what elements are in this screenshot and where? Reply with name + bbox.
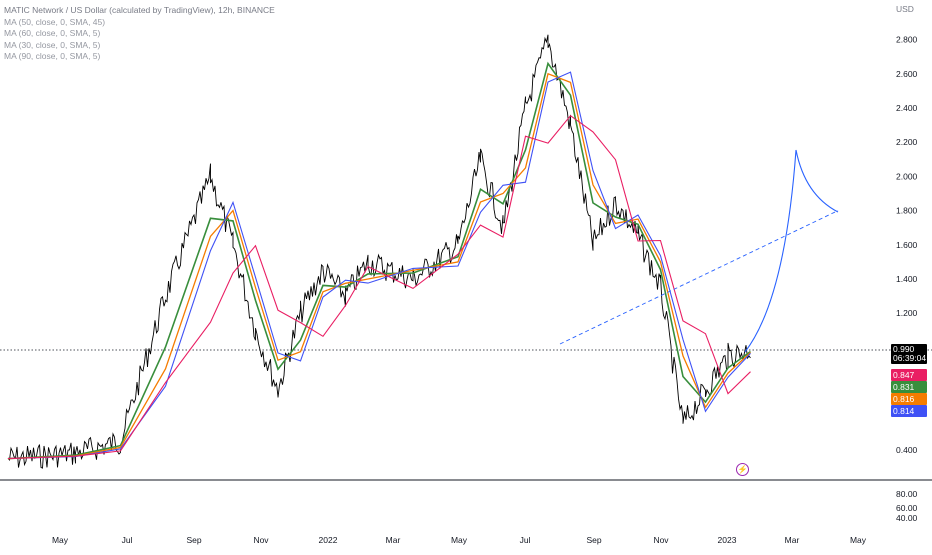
ma-legend-2: MA (60, close, 0, SMA, 5) [4,28,101,38]
time-axis-tick: May [850,535,867,545]
ma-tag-blue: 0.814 [891,405,927,417]
ma-green-line [7,61,751,460]
time-axis-tick: May [451,535,468,545]
price-axis-tick: 1.600 [896,240,918,250]
countdown-timer: 06:39:04 [893,353,927,363]
ma-red-line [7,114,751,460]
current-price-tag: 0.990 06:39:04 [891,344,927,364]
ma-orange-line [7,72,751,460]
legend: MATIC Network / US Dollar (calculated by… [4,5,275,63]
volume-axis-tick: 40.00 [896,513,918,523]
ma-legend-3: MA (30, close, 0, SMA, 5) [4,39,101,50]
price-axis-tick: 1.800 [896,206,918,216]
volume-axis-tick: 60.00 [896,503,918,513]
time-axis-tick: Mar [785,535,800,545]
chart-title: MATIC Network / US Dollar (calculated by… [4,5,275,15]
price-axis-currency: USD [896,4,914,14]
lightning-event-icon[interactable]: ⚡ [736,463,749,476]
time-axis-tick: Mar [386,535,401,545]
projection-curve [744,149,839,353]
ma-tag-green: 0.831 [891,381,927,393]
ma-legend-1: MA (50, close, 0, SMA, 45) [4,16,106,27]
volume-axis-tick: 80.00 [896,489,918,499]
time-axis-tick: May [52,535,69,545]
price-axis-tick: 2.800 [896,35,918,45]
time-axis-tick: Jul [520,535,531,545]
time-axis-tick: 2022 [319,535,338,545]
time-axis-tick: Nov [653,535,669,545]
ma-legend-4: MA (90, close, 0, SMA, 5) [4,51,101,61]
current-price-value: 0.990 [893,344,915,354]
price-axis-tick: 2.200 [896,137,918,147]
time-axis-tick: 2023 [718,535,737,545]
trend-line [559,210,839,345]
price-axis-tick: 1.400 [896,274,918,284]
ma-tag-red: 0.847 [891,369,927,381]
price-series [7,34,751,469]
ma-blue-line [7,71,751,460]
ma-tag-orange: 0.816 [891,393,927,405]
price-axis-tick: 1.200 [896,308,918,318]
time-axis-tick: Nov [253,535,269,545]
price-axis-tick: 2.600 [896,69,918,79]
time-axis-tick: Jul [122,535,133,545]
price-axis-tick: 2.400 [896,103,918,113]
price-axis-tick: 2.000 [896,171,918,181]
price-axis-tick: 0.400 [896,445,918,455]
time-axis-tick: Sep [186,535,201,545]
time-axis-tick: Sep [586,535,601,545]
